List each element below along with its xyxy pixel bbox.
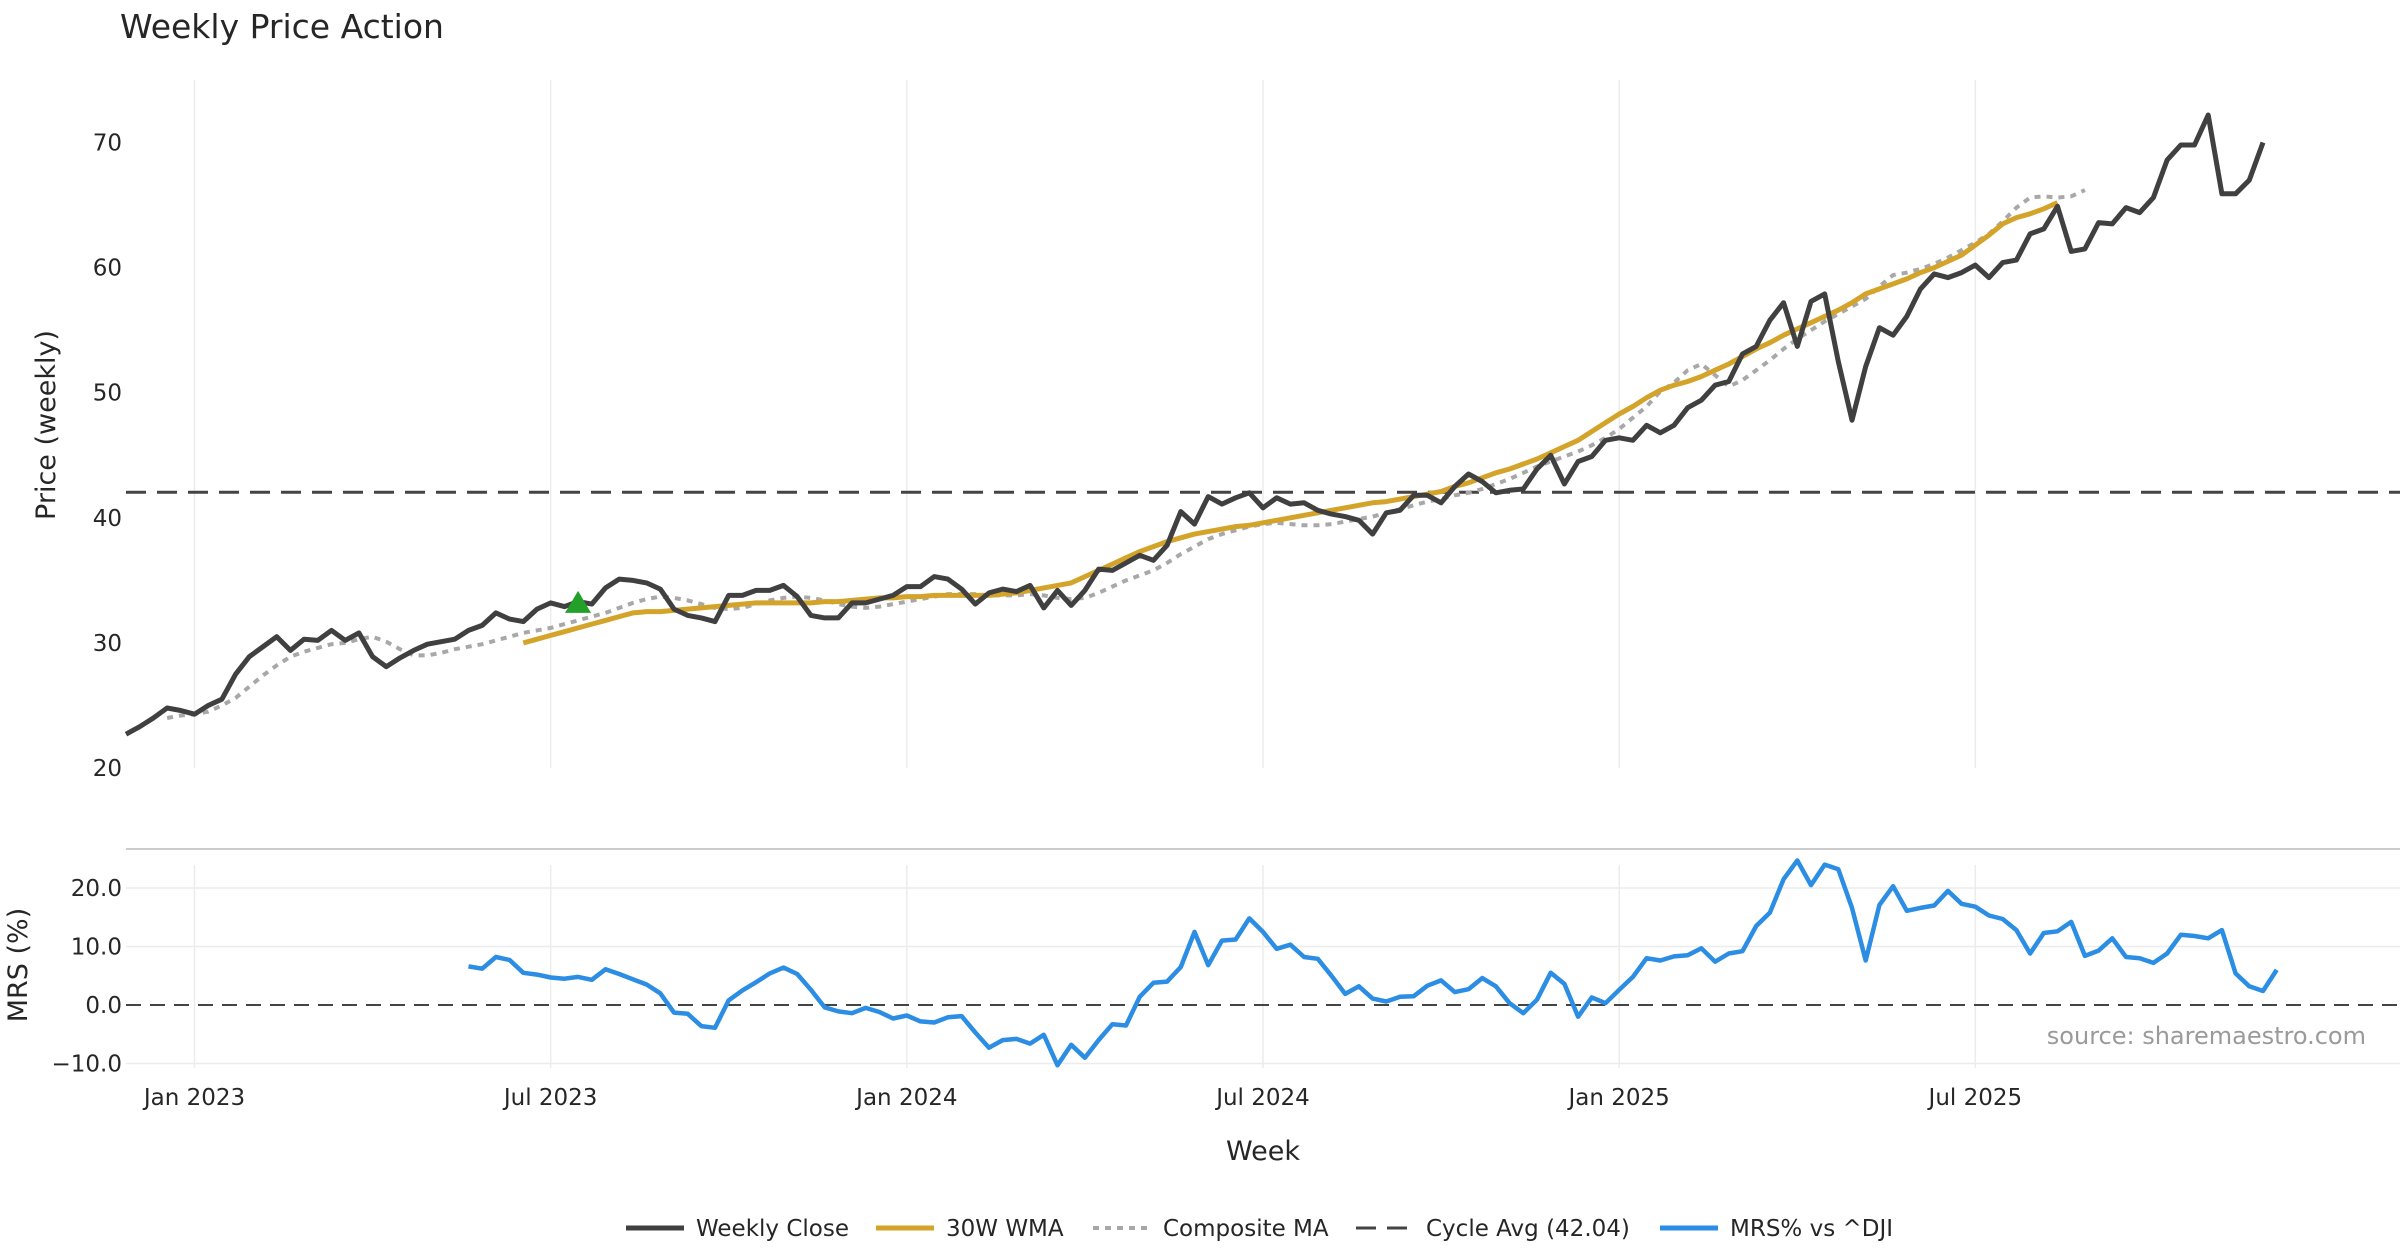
x-axis-ticks: Jan 2023 Jul 2023 Jan 2024 Jul 2024 Jan 2025… [142,1085,2022,1111]
price-y-tick-label: 40 [93,506,122,532]
mrs-y-tick-label: 10.0 [71,935,122,961]
price-y-tick-label: 60 [93,256,122,282]
price-gridlines [193,80,1977,768]
price-y-tick-label: 50 [93,381,122,407]
legend-label: Composite MA [1163,1216,1329,1242]
price-y-tick-label: 30 [93,631,122,657]
wma-30w-line [522,200,2059,646]
mrs-line [468,858,2279,1068]
source-credit: source: sharemaestro.com [2047,1022,2366,1050]
composite-ma-line [166,188,2086,720]
x-tick-label: Jan 2024 [854,1085,957,1111]
x-tick-label: Jul 2023 [502,1085,598,1111]
x-axis-label: Week [1226,1136,1300,1167]
price-y-tick-label: 20 [93,756,122,782]
price-series-group [124,112,2266,737]
price-y-axis-label: Price (weekly) [31,330,62,520]
legend-label: Cycle Avg (42.04) [1426,1216,1630,1242]
mrs-y-tick-label: 20.0 [71,876,122,902]
mrs-gridlines [126,865,2400,1068]
weekly-close-line [124,112,2266,737]
legend-label: Weekly Close [696,1216,849,1242]
legend-label: MRS% vs ^DJI [1730,1216,1893,1242]
mrs-y-axis-label: MRS (%) [3,908,34,1023]
x-tick-label: Jul 2025 [1927,1085,2023,1111]
price-y-ticks: 20 30 40 50 60 70 [93,131,122,782]
price-y-tick-label: 70 [93,131,122,157]
chart-title: Weekly Price Action [120,7,444,46]
legend: Weekly Close 30W WMA Composite MA Cycle Avg… [626,1216,1893,1242]
mrs-series-group [468,858,2279,1068]
x-tick-label: Jan 2025 [1567,1085,1670,1111]
mrs-y-ticks: 20.0 10.0 0.0 −10.0 [52,876,122,1078]
legend-label: 30W WMA [946,1216,1064,1242]
mrs-y-tick-label: −10.0 [52,1052,122,1078]
buy-signal-marker [565,590,592,613]
x-tick-label: Jan 2023 [142,1085,245,1111]
x-tick-label: Jul 2024 [1214,1085,1310,1111]
mrs-y-tick-label: 0.0 [85,993,122,1019]
